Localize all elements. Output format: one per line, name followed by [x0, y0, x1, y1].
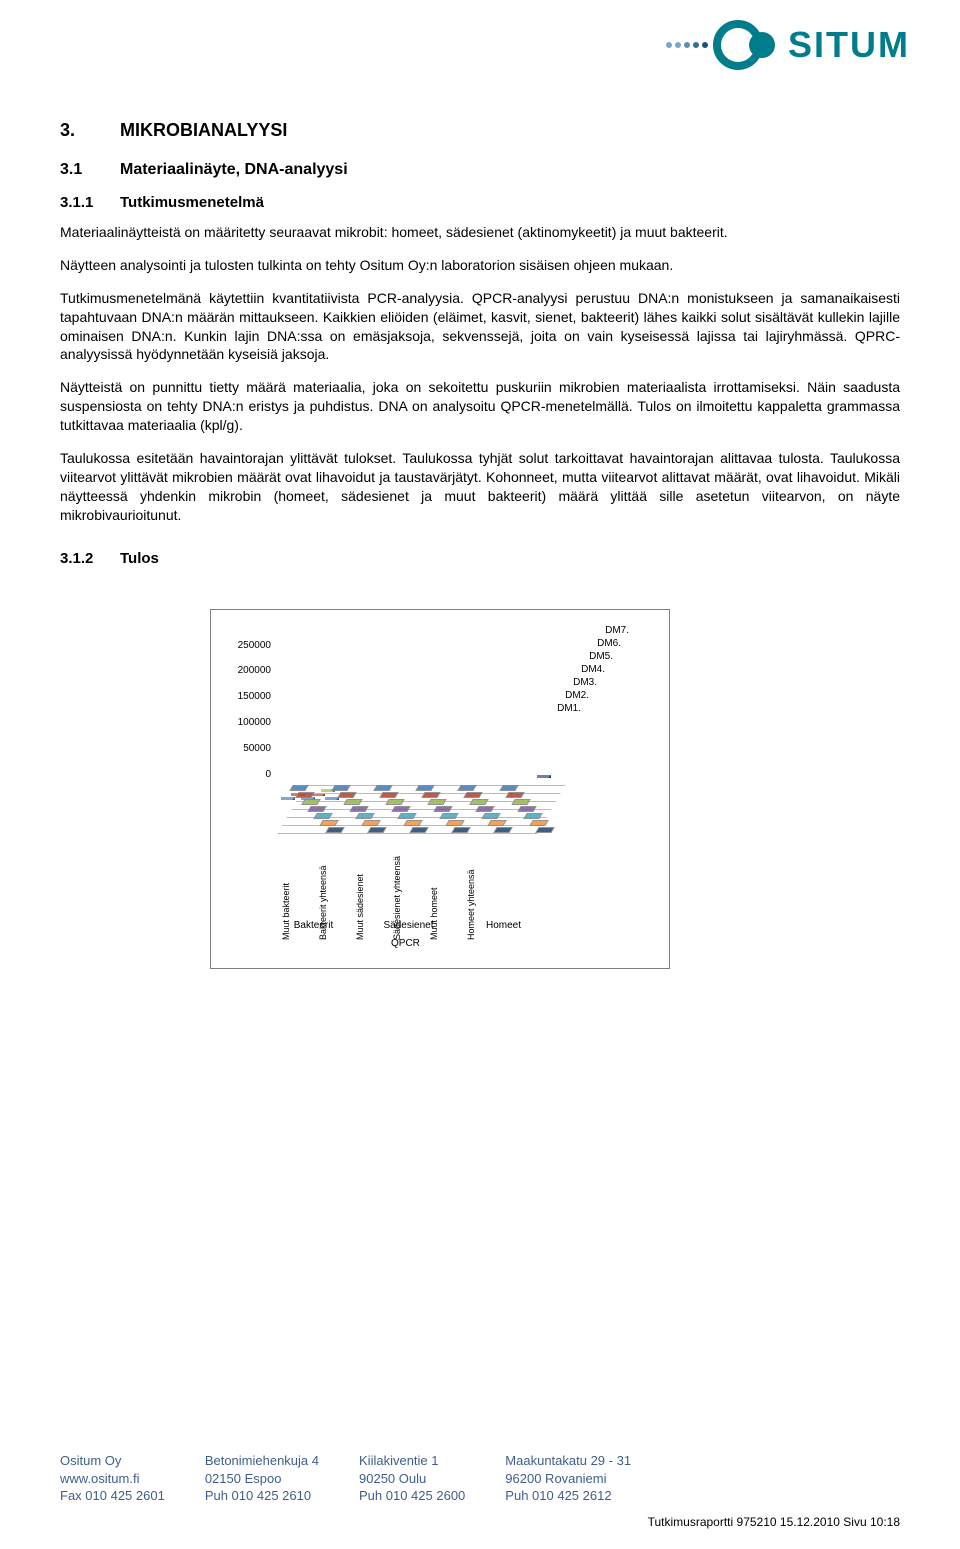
- paragraph-1: Materiaalinäytteistä on määritetty seura…: [60, 223, 900, 242]
- paragraph-5: Taulukossa esitetään havaintorajan ylitt…: [60, 449, 900, 525]
- h2-number: 3.1: [60, 161, 100, 179]
- logo-icon: [713, 10, 783, 80]
- paragraph-4: Näytteistä on punnittu tietty määrä mate…: [60, 378, 900, 435]
- footer-col-3: Kiilakiventie 1 90250 Oulu Puh 010 425 2…: [359, 1452, 465, 1505]
- chart-bars: [281, 650, 541, 800]
- paragraph-3: Tutkimusmenetelmänä käytettiin kvantitat…: [60, 289, 900, 365]
- h2-title: Materiaalinäyte, DNA-analyysi: [120, 161, 348, 179]
- logo-dots: [666, 42, 708, 48]
- h1-number: 3.: [60, 120, 100, 141]
- h1-title: MIKROBIANALYYSI: [120, 120, 287, 141]
- paragraph-2: Näytteen analysointi ja tulosten tulkint…: [60, 256, 900, 275]
- chart-x-groups: Bakteerit Sädesienet Homeet: [266, 920, 551, 923]
- h3b-number: 3.1.2: [60, 550, 100, 567]
- footer-col-2: Betonimiehenkuja 4 02150 Espoo Puh 010 4…: [205, 1452, 319, 1505]
- footer-col-1: Ositum Oy www.ositum.fi Fax 010 425 2601: [60, 1452, 165, 1505]
- h3-number: 3.1.1: [60, 194, 100, 211]
- report-info: Tutkimusraportti 975210 15.12.2010 Sivu …: [60, 1515, 900, 1529]
- h3-title: Tutkimusmenetelmä: [120, 194, 264, 211]
- chart-z-axis: DM7. DM6. DM5. DM4. DM3. DM2. DM1.: [557, 625, 629, 716]
- logo: SITUM: [666, 10, 910, 80]
- h3b-title: Tulos: [120, 550, 159, 567]
- footer-col-4: Maakuntakatu 29 - 31 96200 Rovaniemi Puh…: [505, 1452, 631, 1505]
- logo-text: SITUM: [788, 24, 910, 66]
- footer: Ositum Oy www.ositum.fi Fax 010 425 2601…: [60, 1452, 900, 1529]
- qpcr-chart: 250000 200000 150000 100000 50000 0 DM7.…: [210, 609, 670, 969]
- chart-x-main: QPCR: [391, 938, 420, 940]
- chart-y-axis: 250000 200000 150000 100000 50000 0: [221, 640, 271, 780]
